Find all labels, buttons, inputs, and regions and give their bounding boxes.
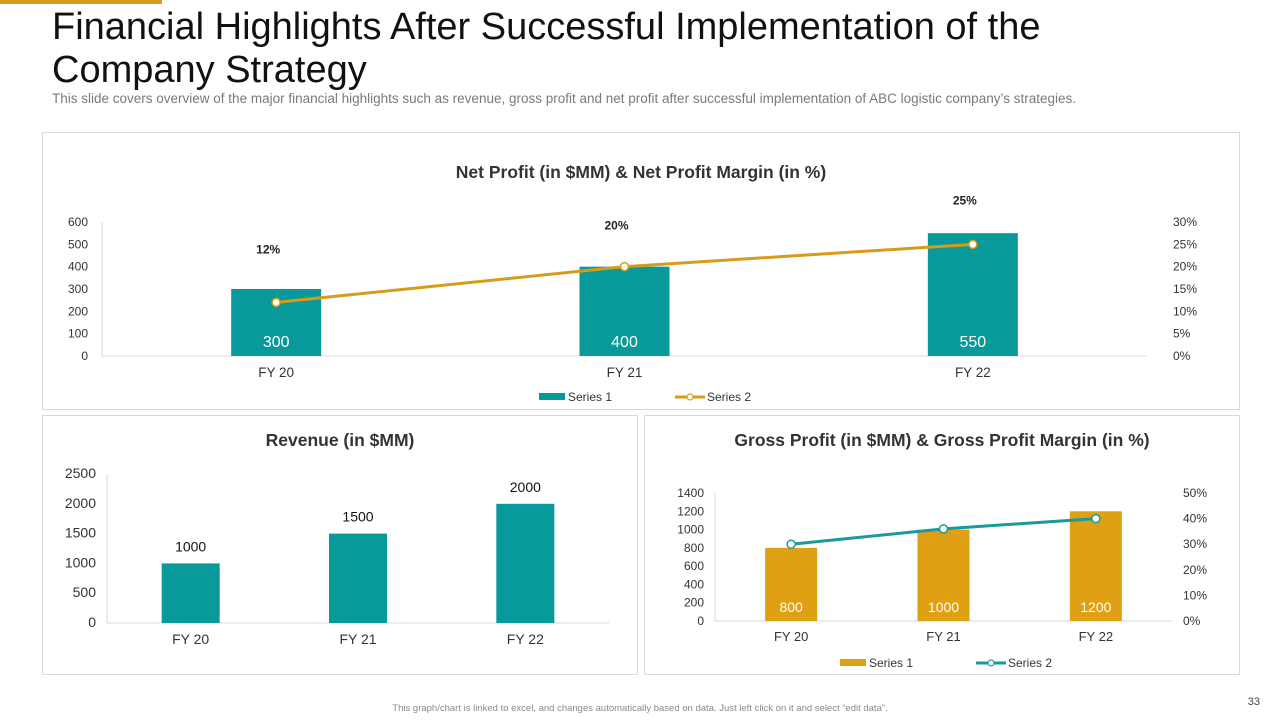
chart2-y-tick-label: 500: [73, 584, 97, 600]
chart2-y-tick-label: 0: [88, 614, 96, 630]
chart3-y-tick-label: 200: [684, 596, 704, 610]
chart1-line-label: 12%: [256, 242, 280, 256]
chart3-y2-tick-label: 50%: [1183, 486, 1207, 500]
chart3-bar-1: [765, 547, 818, 621]
chart1-line-label: 25%: [953, 193, 977, 207]
chart3-y2-tick-label: 20%: [1183, 563, 1207, 577]
chart1-y-tick-label: 600: [68, 215, 88, 229]
chart3-y-tick-label: 1400: [677, 486, 704, 500]
chart1-title: Net Profit (in $MM) & Net Profit Margin …: [456, 162, 826, 182]
chart2-bar-label: 2000: [510, 479, 541, 495]
chart2-bar-1: [161, 563, 220, 623]
chart2-y-tick-label: 2000: [65, 495, 96, 511]
chart3-category-label: FY 21: [926, 629, 960, 644]
chart3-y-tick-label: 0: [697, 614, 704, 628]
net-profit-chart: Net Profit (in $MM) & Net Profit Margin …: [68, 162, 1197, 404]
footer-note: This graph/chart is linked to excel, and…: [392, 703, 888, 714]
chart3-line-point-3: [1091, 513, 1101, 524]
chart1-line-point-3: [968, 239, 978, 250]
gross-profit-chart-panel[interactable]: Gross Profit (in $MM) & Gross Profit Mar…: [644, 415, 1240, 675]
chart1-y-tick-label: 200: [68, 304, 88, 318]
chart3-legend-line-marker: [987, 659, 995, 667]
chart3-category-label: FY 20: [774, 629, 808, 644]
page-number: 33: [1247, 696, 1260, 708]
chart3-category-label: FY 22: [1079, 629, 1113, 644]
chart1-y2-tick-label: 5%: [1173, 327, 1191, 341]
chart1-legend-line-marker: [686, 393, 694, 401]
chart2-y-tick-label: 1500: [65, 525, 96, 541]
chart1-bar-label: 300: [263, 334, 290, 351]
slide-subtitle: This slide covers overview of the major …: [52, 91, 1076, 106]
chart2-y-tick-label: 2500: [65, 465, 96, 481]
chart1-y2-tick-label: 10%: [1173, 304, 1197, 318]
chart1-y2-tick-label: 25%: [1173, 237, 1197, 251]
chart1-y2-tick-label: 30%: [1173, 215, 1197, 229]
accent-bar: [0, 0, 162, 4]
chart1-y2-tick-label: 20%: [1173, 260, 1197, 274]
revenue-chart: Revenue (in $MM) 0 500 1000 1500 2000 2500 FY 2…: [65, 430, 609, 647]
chart1-y-tick-label: 400: [68, 260, 88, 274]
chart3-line-point-2: [938, 524, 949, 534]
chart2-category-label: FY 22: [507, 631, 544, 647]
chart3-y2-tick-label: 30%: [1183, 537, 1207, 551]
chart1-y-tick-label: 100: [68, 327, 88, 341]
gross-profit-chart: Gross Profit (in $MM) & Gross Profit Mar…: [677, 430, 1207, 670]
chart2-category-label: FY 21: [339, 631, 376, 647]
chart2-bar-2: [329, 533, 387, 623]
chart1-bar-label: 550: [959, 334, 986, 351]
chart3-bar-3: [1069, 511, 1122, 621]
chart1-y-tick-label: 500: [68, 237, 88, 251]
chart2-bar-label: 1500: [342, 509, 373, 525]
chart3-bar-label: 800: [779, 599, 803, 615]
chart3-y-tick-label: 800: [684, 541, 704, 555]
chart1-legend-bar-swatch: [539, 393, 565, 400]
chart1-line-point-2: [619, 261, 630, 272]
chart3-legend-series-1: Series 1: [869, 656, 913, 670]
chart1-line-point-1: [271, 297, 281, 308]
chart1-y-tick-label: 0: [81, 349, 88, 363]
chart1-y2-tick-label: 0%: [1173, 349, 1191, 363]
chart2-y-tick-label: 1000: [65, 554, 96, 570]
net-profit-chart-panel[interactable]: Net Profit (in $MM) & Net Profit Margin …: [42, 132, 1240, 410]
chart3-bar-label: 1000: [928, 599, 959, 615]
chart3-y-tick-label: 1000: [677, 523, 704, 537]
chart3-legend-series-2: Series 2: [1008, 656, 1052, 670]
chart1-y-tick-label: 300: [68, 282, 88, 296]
chart2-bar-label: 1000: [175, 538, 206, 554]
chart1-legend-series-1: Series 1: [568, 390, 612, 404]
chart3-y2-tick-label: 10%: [1183, 588, 1207, 602]
chart3-y2-tick-label: 0%: [1183, 614, 1201, 628]
chart1-category-label: FY 22: [955, 365, 991, 380]
chart3-legend-bar-swatch: [840, 659, 866, 666]
chart3-y-tick-label: 400: [684, 577, 704, 591]
chart3-y-tick-label: 600: [684, 559, 704, 573]
chart2-title: Revenue (in $MM): [266, 430, 415, 450]
chart1-line-label: 20%: [604, 219, 628, 233]
chart2-category-label: FY 20: [172, 631, 209, 647]
chart3-bar-2: [917, 529, 970, 621]
slide-title: Financial Highlights After Successful Im…: [52, 6, 1041, 91]
chart1-bar-3: [927, 233, 1018, 356]
revenue-chart-panel[interactable]: Revenue (in $MM) 0 500 1000 1500 2000 2500 FY 2…: [42, 415, 638, 675]
chart1-legend-series-2: Series 2: [707, 390, 751, 404]
chart3-y2-tick-label: 40%: [1183, 512, 1207, 526]
chart1-category-label: FY 20: [258, 365, 294, 380]
chart1-category-label: FY 21: [607, 365, 643, 380]
chart2-bar-3: [496, 503, 555, 623]
chart3-title: Gross Profit (in $MM) & Gross Profit Mar…: [734, 430, 1149, 450]
chart3-bar-label: 1200: [1080, 599, 1111, 615]
chart3-line-point-1: [786, 539, 796, 549]
chart3-y-tick-label: 1200: [677, 504, 704, 518]
chart1-bar-label: 400: [611, 334, 638, 351]
chart1-bar-2: [579, 266, 670, 356]
chart1-y2-tick-label: 15%: [1173, 282, 1197, 296]
